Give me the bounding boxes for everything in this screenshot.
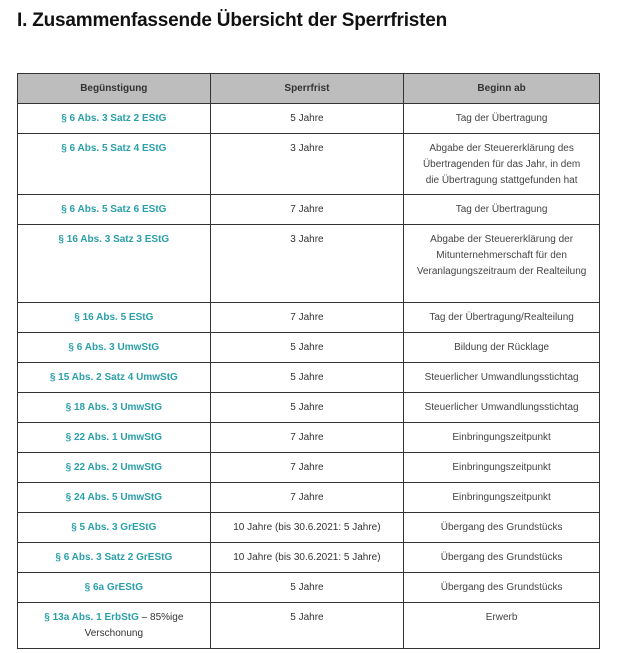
cell-beginn-ab: Bildung der Rücklage	[403, 332, 600, 363]
cell-beguenstigung: § 22 Abs. 2 UmwStG	[17, 452, 211, 483]
norm-link[interactable]: § 24 Abs. 5 UmwStG	[65, 492, 162, 503]
cell-sperrfrist: 7 Jahre	[209, 482, 405, 513]
cell-beginn-ab: Übergang des Grundstücks	[403, 542, 600, 573]
cell-beguenstigung: § 16 Abs. 3 Satz 3 EStG	[17, 224, 211, 303]
header-sperrfrist: Sperrfrist	[209, 73, 405, 104]
table-row: § 18 Abs. 3 UmwStG 5 Jahre Steuerlicher Um…	[17, 392, 600, 423]
cell-sperrfrist: 3 Jahre	[209, 133, 405, 195]
cell-sperrfrist: 5 Jahre	[209, 392, 405, 423]
cell-beginn-ab: Abgabe der Steuererklärung der Mituntern…	[403, 224, 600, 303]
table-row: § 5 Abs. 3 GrEStG 10 Jahre (bis 30.6.2021…	[17, 512, 600, 543]
norm-link[interactable]: § 6 Abs. 3 Satz 2 GrEStG	[55, 552, 173, 563]
norm-link[interactable]: § 22 Abs. 2 UmwStG	[65, 462, 162, 473]
norm-link[interactable]: § 6 Abs. 3 UmwStG	[68, 342, 160, 353]
cell-sperrfrist: 7 Jahre	[209, 452, 405, 483]
cell-sperrfrist: 7 Jahre	[209, 422, 405, 453]
cell-sperrfrist: 7 Jahre	[209, 194, 405, 225]
cell-beginn-ab: Übergang des Grundstücks	[403, 572, 600, 603]
cell-beguenstigung: § 6a GrEStG	[17, 572, 211, 603]
norm-link[interactable]: § 15 Abs. 2 Satz 4 UmwStG	[49, 372, 178, 383]
cell-beginn-ab: Einbringungszeitpunkt	[403, 482, 600, 513]
table-row: § 24 Abs. 5 UmwStG 7 Jahre Einbringungszei…	[17, 482, 600, 513]
cell-beginn-ab: Steuerlicher Umwandlungsstichtag	[403, 392, 600, 423]
norm-link[interactable]: § 6 Abs. 5 Satz 4 EStG	[61, 143, 167, 154]
cell-sperrfrist: 5 Jahre	[209, 602, 405, 649]
cell-beguenstigung: § 6 Abs. 5 Satz 4 EStG	[17, 133, 211, 195]
cell-sperrfrist: 10 Jahre (bis 30.6.2021: 5 Jahre)	[209, 542, 405, 573]
table-row: § 15 Abs. 2 Satz 4 UmwStG 5 Jahre Steuerli…	[17, 362, 600, 393]
table-row: § 6 Abs. 3 UmwStG 5 Jahre Bildung der Rück…	[17, 332, 600, 363]
cell-beginn-ab: Tag der Übertragung	[403, 194, 600, 225]
cell-beguenstigung: § 13a Abs. 1 ErbStG – 85%ige Verschonung	[17, 602, 211, 649]
cell-beguenstigung: § 6 Abs. 3 Satz 2 EStG	[17, 103, 211, 134]
cell-sperrfrist: 3 Jahre	[209, 224, 405, 303]
table-row: § 13a Abs. 1 ErbStG – 85%ige Verschonung…	[17, 602, 600, 649]
table-row: § 6 Abs. 3 Satz 2 EStG 5 Jahre Tag der Übe…	[17, 103, 600, 134]
table-row: § 16 Abs. 5 EStG 7 Jahre Tag der Übertragu…	[17, 302, 600, 333]
cell-beguenstigung: § 6 Abs. 5 Satz 6 EStG	[17, 194, 211, 225]
header-beguenstigung: Begünstigung	[17, 73, 211, 104]
cell-sperrfrist: 10 Jahre (bis 30.6.2021: 5 Jahre)	[209, 512, 405, 543]
cell-beginn-ab: Tag der Übertragung/Realteilung	[403, 302, 600, 333]
table-row: § 6a GrEStG 5 Jahre Übergang des Grundstüc…	[17, 572, 600, 603]
table-row: § 6 Abs. 5 Satz 6 EStG 7 Jahre Tag der Übe…	[17, 194, 600, 225]
cell-beginn-ab: Erwerb	[403, 602, 600, 649]
norm-link[interactable]: § 13a Abs. 1 ErbStG	[44, 612, 139, 623]
cell-sperrfrist: 5 Jahre	[209, 572, 405, 603]
table-row: § 16 Abs. 3 Satz 3 EStG 3 Jahre Abgabe der…	[17, 224, 600, 303]
cell-beguenstigung: § 22 Abs. 1 UmwStG	[17, 422, 211, 453]
table-row: § 22 Abs. 2 UmwStG 7 Jahre Einbringungszei…	[17, 452, 600, 483]
cell-beginn-ab: Übergang des Grundstücks	[403, 512, 600, 543]
norm-link[interactable]: § 6 Abs. 5 Satz 6 EStG	[61, 204, 167, 215]
cell-beguenstigung: § 18 Abs. 3 UmwStG	[17, 392, 211, 423]
table-row: § 6 Abs. 5 Satz 4 EStG 3 Jahre Abgabe der …	[17, 133, 600, 195]
cell-beguenstigung: § 6 Abs. 3 UmwStG	[17, 332, 211, 363]
cell-beginn-ab: Tag der Übertragung	[403, 103, 600, 134]
table-header-row: Begünstigung Sperrfrist Beginn ab	[17, 73, 600, 104]
norm-link[interactable]: § 18 Abs. 3 UmwStG	[65, 402, 162, 413]
norm-link[interactable]: § 6 Abs. 3 Satz 2 EStG	[61, 113, 167, 124]
cell-beguenstigung: § 6 Abs. 3 Satz 2 GrEStG	[17, 542, 211, 573]
table-row: § 22 Abs. 1 UmwStG 7 Jahre Einbringungszei…	[17, 422, 600, 453]
cell-sperrfrist: 5 Jahre	[209, 362, 405, 393]
cell-beguenstigung: § 24 Abs. 5 UmwStG	[17, 482, 211, 513]
cell-beguenstigung: § 5 Abs. 3 GrEStG	[17, 512, 211, 543]
page-title: I. Zusammenfassende Übersicht der Sperrf…	[17, 10, 448, 31]
norm-link[interactable]: § 6a GrEStG	[84, 582, 143, 593]
cell-sperrfrist: 7 Jahre	[209, 302, 405, 333]
cell-beguenstigung: § 15 Abs. 2 Satz 4 UmwStG	[17, 362, 211, 393]
norm-link[interactable]: § 5 Abs. 3 GrEStG	[71, 522, 157, 533]
cell-beginn-ab: Einbringungszeitpunkt	[403, 452, 600, 483]
cell-beginn-ab: Abgabe der Steuererklärung des Übertrage…	[403, 133, 600, 195]
cell-beginn-ab: Einbringungszeitpunkt	[403, 422, 600, 453]
cell-sperrfrist: 5 Jahre	[209, 332, 405, 363]
header-beginn-ab: Beginn ab	[403, 73, 600, 104]
cell-beguenstigung: § 16 Abs. 5 EStG	[17, 302, 211, 333]
norm-link[interactable]: § 22 Abs. 1 UmwStG	[65, 432, 162, 443]
norm-suffix: – 85%ige Verschonung	[84, 612, 184, 639]
cell-sperrfrist: 5 Jahre	[209, 103, 405, 134]
norm-link[interactable]: § 16 Abs. 5 EStG	[74, 312, 154, 323]
norm-link[interactable]: § 16 Abs. 3 Satz 3 EStG	[58, 234, 170, 245]
sperrfristen-table: Begünstigung Sperrfrist Beginn ab § 6 Ab…	[17, 73, 600, 649]
cell-beginn-ab: Steuerlicher Umwandlungsstichtag	[403, 362, 600, 393]
table-row: § 6 Abs. 3 Satz 2 GrEStG 10 Jahre (bis 30…	[17, 542, 600, 573]
